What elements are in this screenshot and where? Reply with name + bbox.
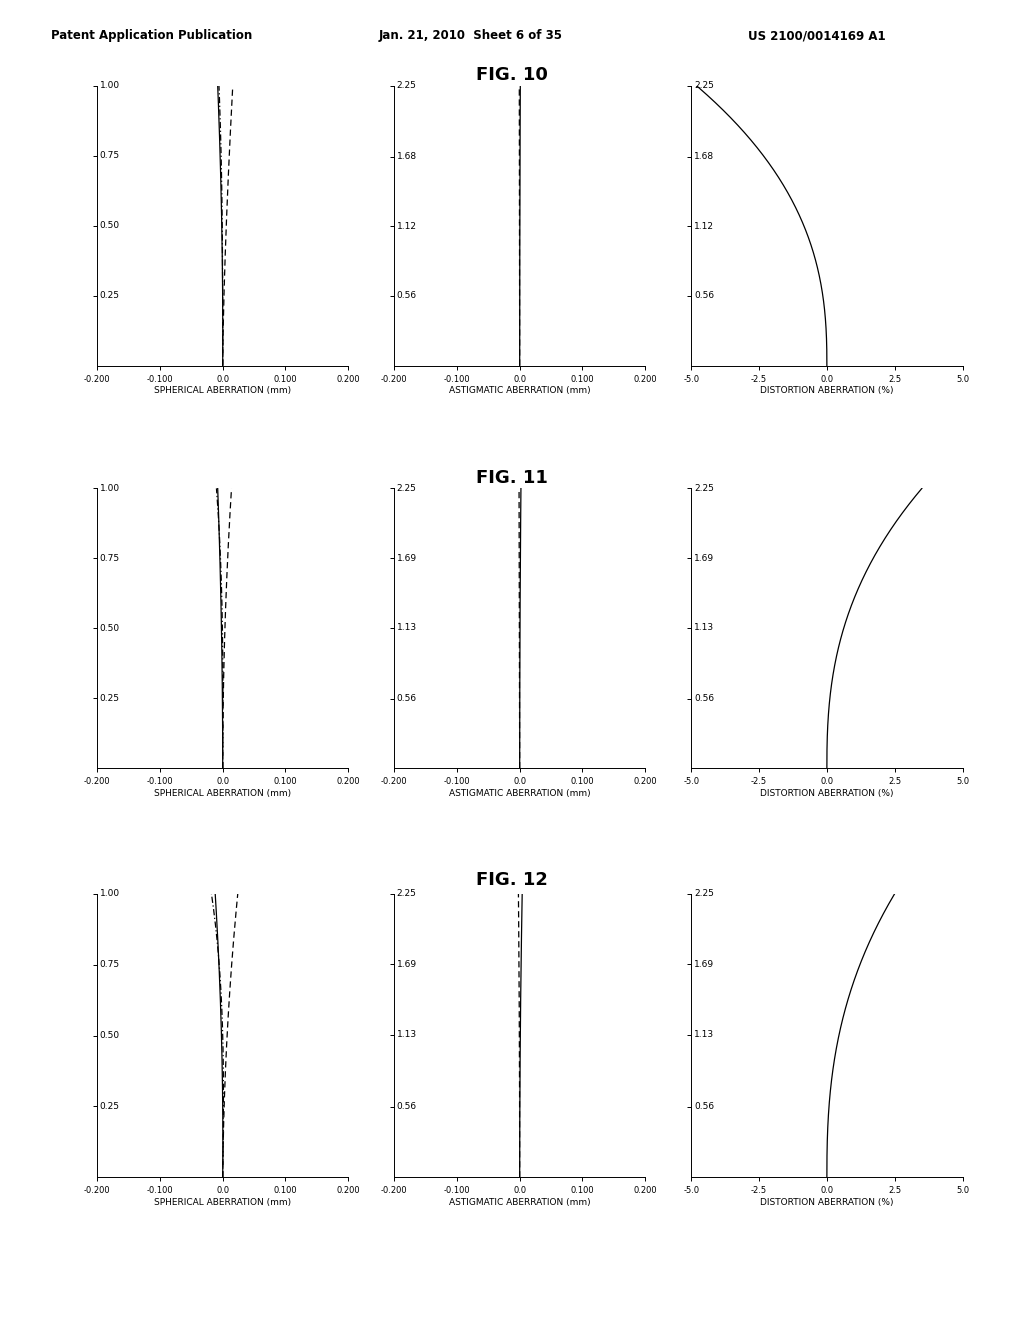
X-axis label: SPHERICAL ABERRATION (mm): SPHERICAL ABERRATION (mm) — [155, 789, 291, 799]
Text: 0.25: 0.25 — [99, 292, 120, 300]
Text: 0.56: 0.56 — [694, 292, 714, 301]
Text: 1.68: 1.68 — [694, 152, 714, 161]
Text: 0.56: 0.56 — [396, 1102, 417, 1111]
Text: 1.69: 1.69 — [694, 553, 714, 562]
Text: 1.13: 1.13 — [396, 1031, 417, 1039]
Text: 0.56: 0.56 — [396, 694, 417, 704]
Text: FIG. 12: FIG. 12 — [476, 871, 548, 890]
X-axis label: DISTORTION ABERRATION (%): DISTORTION ABERRATION (%) — [760, 387, 894, 396]
Text: 2.25: 2.25 — [694, 484, 714, 492]
Text: 2.25: 2.25 — [694, 890, 714, 898]
Text: 1.00: 1.00 — [99, 484, 120, 492]
Text: 1.13: 1.13 — [396, 623, 417, 632]
Text: 1.13: 1.13 — [694, 623, 714, 632]
Text: 1.12: 1.12 — [694, 222, 714, 231]
Text: 2.25: 2.25 — [396, 890, 417, 898]
Text: 2.25: 2.25 — [396, 484, 417, 492]
Text: 1.69: 1.69 — [694, 960, 714, 969]
X-axis label: ASTIGMATIC ABERRATION (mm): ASTIGMATIC ABERRATION (mm) — [449, 1199, 591, 1208]
Text: 0.75: 0.75 — [99, 554, 120, 562]
Text: FIG. 10: FIG. 10 — [476, 66, 548, 84]
X-axis label: DISTORTION ABERRATION (%): DISTORTION ABERRATION (%) — [760, 789, 894, 799]
Text: 0.56: 0.56 — [694, 1102, 714, 1111]
Text: 1.69: 1.69 — [396, 553, 417, 562]
Text: 2.25: 2.25 — [694, 82, 714, 90]
Text: 1.00: 1.00 — [99, 82, 120, 90]
Text: Patent Application Publication: Patent Application Publication — [51, 29, 253, 42]
Text: 1.69: 1.69 — [396, 960, 417, 969]
X-axis label: ASTIGMATIC ABERRATION (mm): ASTIGMATIC ABERRATION (mm) — [449, 789, 591, 799]
Text: FIG. 11: FIG. 11 — [476, 469, 548, 487]
Text: 0.56: 0.56 — [396, 292, 417, 301]
Text: Jan. 21, 2010  Sheet 6 of 35: Jan. 21, 2010 Sheet 6 of 35 — [379, 29, 563, 42]
Text: 2.25: 2.25 — [396, 82, 417, 90]
Text: 0.25: 0.25 — [99, 694, 120, 702]
Text: 1.68: 1.68 — [396, 152, 417, 161]
X-axis label: SPHERICAL ABERRATION (mm): SPHERICAL ABERRATION (mm) — [155, 1199, 291, 1208]
X-axis label: SPHERICAL ABERRATION (mm): SPHERICAL ABERRATION (mm) — [155, 387, 291, 396]
Text: 0.50: 0.50 — [99, 1031, 120, 1040]
X-axis label: DISTORTION ABERRATION (%): DISTORTION ABERRATION (%) — [760, 1199, 894, 1208]
Text: 1.12: 1.12 — [396, 222, 417, 231]
Text: 0.75: 0.75 — [99, 960, 120, 969]
Text: US 2100/0014169 A1: US 2100/0014169 A1 — [748, 29, 885, 42]
Text: 0.75: 0.75 — [99, 152, 120, 160]
Text: 0.50: 0.50 — [99, 222, 120, 230]
Text: 1.13: 1.13 — [694, 1031, 714, 1039]
X-axis label: ASTIGMATIC ABERRATION (mm): ASTIGMATIC ABERRATION (mm) — [449, 387, 591, 396]
Text: 0.25: 0.25 — [99, 1102, 120, 1111]
Text: 0.50: 0.50 — [99, 624, 120, 632]
Text: 1.00: 1.00 — [99, 890, 120, 898]
Text: 0.56: 0.56 — [694, 694, 714, 704]
